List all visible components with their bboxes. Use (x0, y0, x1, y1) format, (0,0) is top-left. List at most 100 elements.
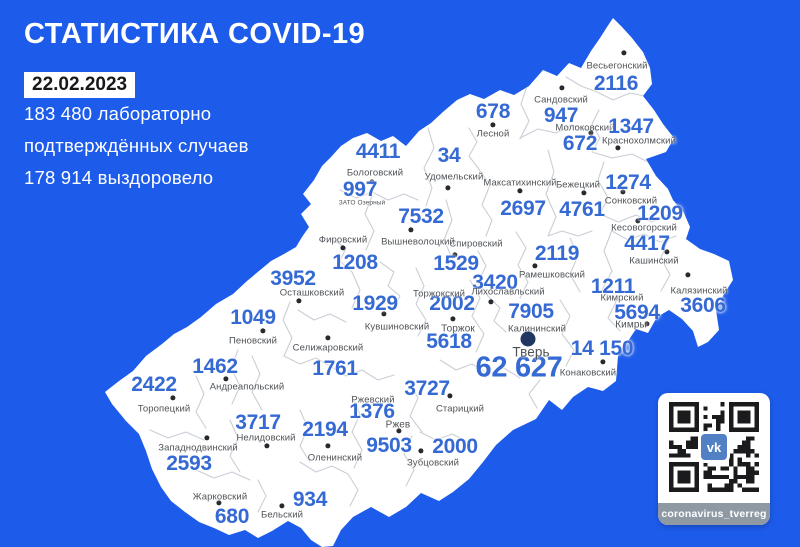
district-label: Осташковский (279, 287, 345, 299)
district-label: Кимры (615, 319, 647, 331)
district-value: 5618 (426, 330, 472, 353)
district-value: 1209 (637, 202, 683, 225)
district-value: 5694 (614, 301, 660, 324)
district-dot (264, 443, 270, 449)
district-label: Спировский (449, 238, 503, 250)
qr-code (669, 402, 759, 492)
district-value: 2697 (500, 197, 546, 220)
district-dot (600, 359, 606, 365)
district-label: Краснохолмский (602, 135, 676, 147)
district-dot (445, 185, 451, 191)
district-dot (685, 272, 691, 278)
district-value: 2116 (593, 72, 639, 95)
district-value: 1929 (352, 292, 398, 315)
district-label: Сонковский (604, 195, 658, 207)
district-label: Жарковский (192, 491, 248, 503)
district-value: 3420 (472, 271, 518, 294)
district-dot (408, 227, 414, 233)
district-label: Ржев (385, 419, 411, 431)
district-label: Кесовогорский (611, 222, 677, 234)
district-dot (216, 500, 222, 506)
district-value: 3727 (404, 377, 450, 400)
district-dot (170, 395, 176, 401)
stat-recovered: 178 914 выздоровело (24, 167, 214, 188)
qr-card[interactable]: vk coronavirus_tverreg (658, 393, 770, 525)
district-value: 2119 (534, 242, 580, 265)
district-label: Ржевский (351, 394, 395, 406)
qr-footer-label: coronavirus_tverreg (658, 503, 770, 525)
district-label: Оленинский (307, 452, 363, 464)
district-dot (452, 252, 458, 258)
district-dot (325, 335, 331, 341)
district-value: 7532 (398, 205, 444, 228)
district-value: 4417 (624, 232, 670, 255)
district-value: 2422 (131, 373, 177, 396)
district-label: ЗАТО Озерный (338, 199, 386, 207)
stat-confirmed-line1: 183 480 лабораторно (24, 103, 212, 124)
district-value: 3952 (270, 267, 316, 290)
district-dot (279, 503, 285, 509)
district-label: Молоковский (555, 122, 615, 134)
district-label: Сандовский (534, 94, 588, 106)
district-value: 1274 (605, 171, 651, 194)
district-dot (615, 145, 621, 151)
district-value: 997 (342, 178, 378, 201)
district-value: 3606 (680, 294, 726, 317)
district-label: Бельский (260, 509, 304, 521)
district-dot (620, 189, 626, 195)
date-badge: 22.02.2023 (24, 72, 136, 98)
district-dot (396, 428, 402, 434)
district-value: 678 (475, 100, 511, 123)
district-value: 1529 (433, 252, 479, 275)
district-label: Старицкий (435, 403, 485, 415)
district-value: 1211 (590, 275, 636, 298)
district-value: 14 150 (570, 337, 634, 360)
district-value: 4411 (355, 140, 401, 163)
district-dot (340, 245, 346, 251)
district-label: Торжок (441, 323, 475, 335)
district-value: 1462 (192, 355, 238, 378)
district-value: 2593 (166, 452, 212, 475)
district-label: Конаковский (559, 367, 617, 379)
district-value: 2000 (432, 435, 478, 458)
district-dot (488, 299, 494, 305)
district-label: Западнодвинский (158, 442, 238, 454)
district-label: Калязинский (670, 285, 728, 297)
district-dot (325, 443, 331, 449)
district-label: Максатихинский (483, 177, 557, 189)
district-dot (381, 311, 387, 317)
district-label: Зубцовский (406, 457, 460, 469)
district-label: Кашинский (629, 255, 679, 267)
district-borders (149, 76, 677, 513)
district-label: Андреапольский (209, 381, 285, 393)
district-dot (447, 393, 453, 399)
district-dot (532, 263, 538, 269)
district-label: Селижаровский (292, 342, 364, 354)
district-label: Нелидовский (236, 432, 296, 444)
district-value: 1347 (608, 115, 654, 138)
district-value: 1049 (230, 306, 276, 329)
district-dot (296, 298, 302, 304)
district-label: Калининский (507, 323, 567, 335)
stat-confirmed-line2: подтверждённых случаев (24, 135, 249, 156)
region-outline (105, 18, 733, 547)
district-label: Весьегонский (586, 60, 648, 72)
district-label: Лихославльский (471, 286, 545, 298)
district-value: 9503 (366, 434, 412, 457)
city-dot-tver (520, 331, 536, 347)
district-dot (369, 179, 375, 185)
district-dot (581, 190, 587, 196)
district-value: 7905 (508, 300, 554, 323)
district-dot (559, 85, 565, 91)
district-label: Вышневолоцкий (381, 236, 455, 248)
district-label: Лесной (476, 128, 510, 140)
district-value: 680 (214, 505, 250, 528)
district-value: 934 (292, 488, 328, 511)
district-value: 3717 (235, 411, 281, 434)
district-value: 947 (543, 104, 579, 127)
district-dot (588, 130, 594, 136)
district-dot (517, 188, 523, 194)
vk-logo-icon: vk (698, 431, 730, 463)
